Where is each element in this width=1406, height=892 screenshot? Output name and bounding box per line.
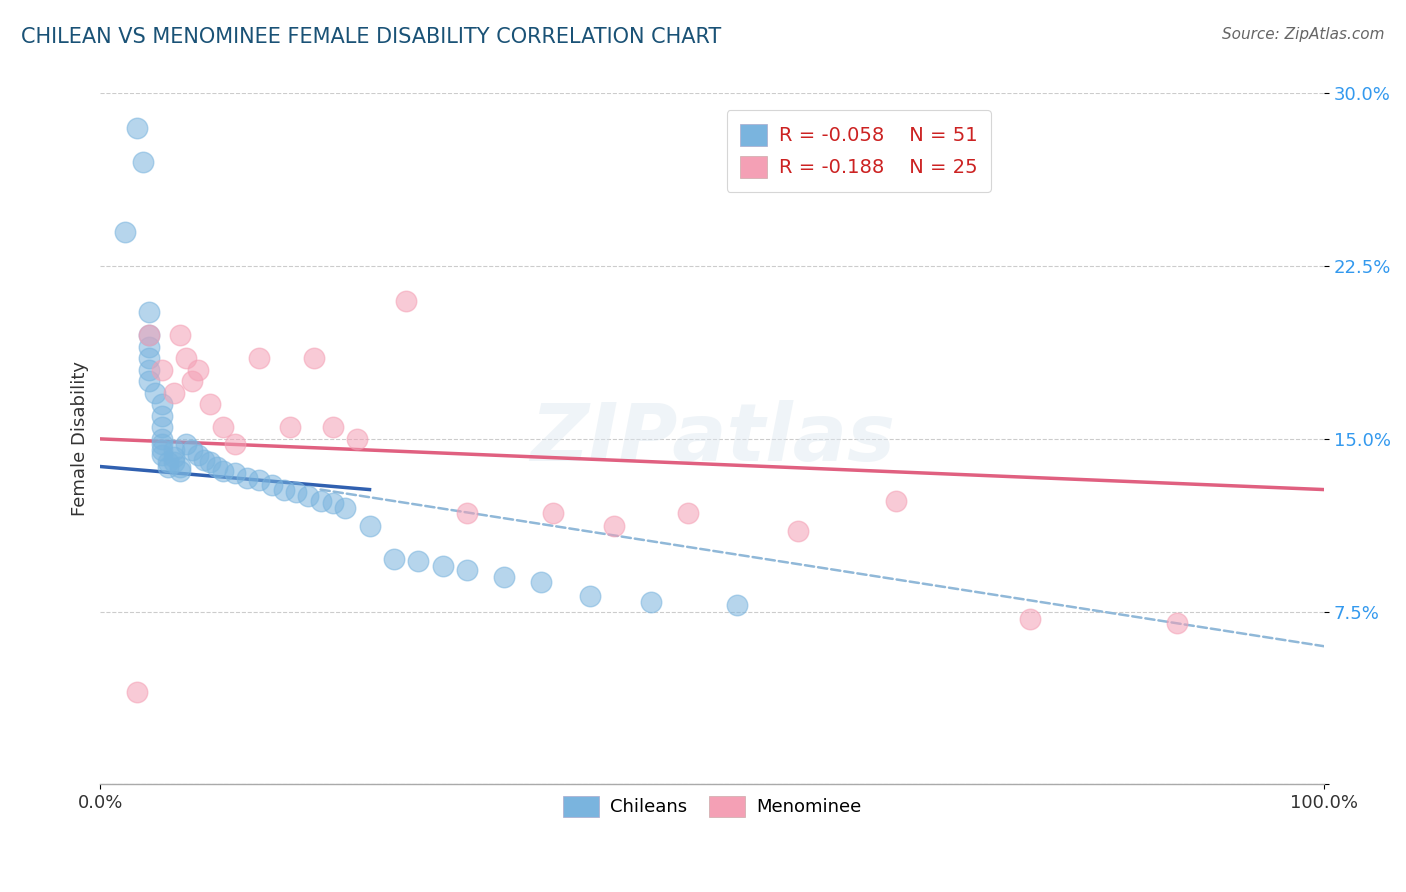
Text: Source: ZipAtlas.com: Source: ZipAtlas.com bbox=[1222, 27, 1385, 42]
Point bbox=[1166, 616, 1188, 631]
Point bbox=[138, 351, 160, 366]
Point bbox=[145, 385, 167, 400]
Point bbox=[138, 328, 160, 343]
Point bbox=[150, 363, 173, 377]
Point bbox=[150, 397, 173, 411]
Point bbox=[163, 455, 186, 469]
Point bbox=[114, 225, 136, 239]
Point bbox=[181, 374, 204, 388]
Point bbox=[333, 501, 356, 516]
Point bbox=[150, 448, 173, 462]
Point bbox=[174, 351, 197, 366]
Point bbox=[304, 351, 326, 366]
Point bbox=[138, 328, 160, 343]
Point bbox=[786, 524, 808, 538]
Point bbox=[236, 471, 259, 485]
Point bbox=[181, 443, 204, 458]
Point bbox=[494, 570, 516, 584]
Text: CHILEAN VS MENOMINEE FEMALE DISABILITY CORRELATION CHART: CHILEAN VS MENOMINEE FEMALE DISABILITY C… bbox=[21, 27, 721, 46]
Point bbox=[285, 484, 308, 499]
Point bbox=[163, 450, 186, 465]
Point bbox=[174, 436, 197, 450]
Point bbox=[200, 397, 222, 411]
Point bbox=[125, 120, 148, 135]
Point bbox=[150, 432, 173, 446]
Point bbox=[156, 455, 179, 469]
Point bbox=[322, 420, 344, 434]
Point bbox=[169, 459, 191, 474]
Point bbox=[224, 467, 246, 481]
Point bbox=[211, 464, 233, 478]
Point bbox=[132, 155, 155, 169]
Point bbox=[138, 305, 160, 319]
Legend: Chileans, Menominee: Chileans, Menominee bbox=[555, 789, 869, 824]
Point bbox=[138, 340, 160, 354]
Point bbox=[138, 374, 160, 388]
Point bbox=[530, 574, 553, 589]
Point bbox=[249, 474, 271, 488]
Point bbox=[125, 685, 148, 699]
Point bbox=[211, 420, 233, 434]
Point bbox=[297, 490, 319, 504]
Point bbox=[1019, 611, 1042, 625]
Point bbox=[249, 351, 271, 366]
Point bbox=[578, 589, 600, 603]
Point bbox=[432, 558, 454, 573]
Point bbox=[884, 494, 907, 508]
Point bbox=[150, 436, 173, 450]
Point bbox=[456, 506, 478, 520]
Point bbox=[138, 363, 160, 377]
Point bbox=[541, 506, 564, 520]
Point bbox=[408, 554, 430, 568]
Point bbox=[309, 494, 332, 508]
Point bbox=[156, 459, 179, 474]
Point bbox=[187, 448, 209, 462]
Point bbox=[725, 598, 748, 612]
Point bbox=[676, 506, 699, 520]
Point bbox=[169, 328, 191, 343]
Y-axis label: Female Disability: Female Disability bbox=[72, 361, 89, 516]
Point bbox=[640, 595, 662, 609]
Point bbox=[278, 420, 301, 434]
Point bbox=[150, 443, 173, 458]
Point bbox=[346, 432, 368, 446]
Point bbox=[603, 519, 626, 533]
Point bbox=[359, 519, 381, 533]
Point bbox=[382, 551, 405, 566]
Point bbox=[163, 385, 186, 400]
Point bbox=[187, 363, 209, 377]
Text: ZIPatlas: ZIPatlas bbox=[530, 400, 894, 478]
Point bbox=[260, 478, 283, 492]
Point bbox=[150, 409, 173, 423]
Point bbox=[273, 483, 295, 497]
Point bbox=[224, 436, 246, 450]
Point bbox=[193, 452, 215, 467]
Point bbox=[322, 496, 344, 510]
Point bbox=[150, 420, 173, 434]
Point bbox=[200, 455, 222, 469]
Point bbox=[395, 293, 418, 308]
Point bbox=[205, 459, 228, 474]
Point bbox=[169, 464, 191, 478]
Point bbox=[456, 563, 478, 577]
Point bbox=[163, 443, 186, 458]
